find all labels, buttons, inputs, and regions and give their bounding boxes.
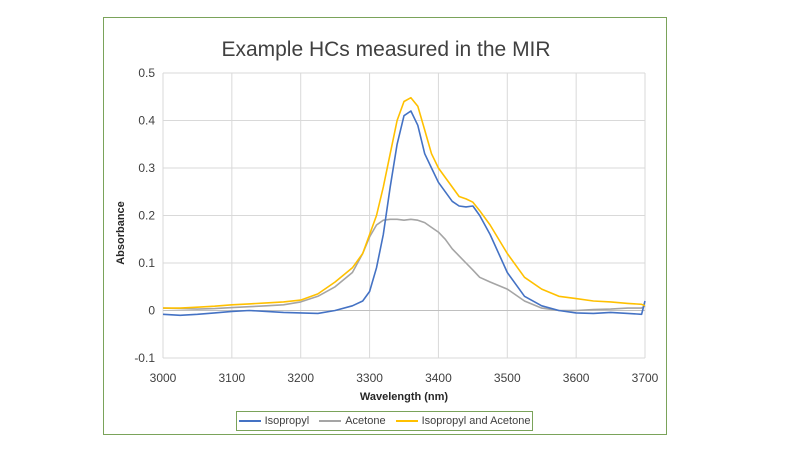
- y-tick-label: 0: [148, 304, 155, 318]
- chart-svg: Example HCs measured in the MIR -0.1 0 0.1…: [115, 38, 659, 403]
- series-line-acetone: [162, 218, 646, 312]
- x-axis-ticks: 3000 3100 3200 3300 3400 3500 3600 3700: [150, 371, 659, 385]
- y-tick-label: 0.5: [138, 66, 155, 80]
- x-axis-title: Wavelength (nm): [360, 391, 449, 403]
- x-tick-label: 3300: [356, 371, 383, 385]
- y-tick-label: 0.1: [138, 256, 155, 270]
- y-tick-label: 0.3: [138, 161, 155, 175]
- legend-item-acetone: Acetone: [319, 415, 386, 427]
- chart-title: Example HCs measured in the MIR: [221, 38, 550, 61]
- legend-item-isopropyl-and-acetone: Isopropyl and Acetone: [395, 415, 531, 427]
- series-line-isopropyl-and-acetone: [163, 96, 646, 309]
- y-axis-title: Absorbance: [115, 201, 127, 265]
- legend-label-isopropyl: Isopropyl: [264, 415, 310, 427]
- x-tick-label: 3000: [150, 371, 177, 385]
- series-lines: [162, 96, 646, 317]
- y-tick-label: 0.4: [138, 114, 155, 128]
- legend-item-isopropyl: Isopropyl: [238, 415, 310, 427]
- x-tick-label: 3100: [219, 371, 246, 385]
- x-tick-label: 3200: [287, 371, 314, 385]
- x-tick-label: 3700: [632, 371, 659, 385]
- x-tick-label: 3500: [494, 371, 521, 385]
- y-axis-ticks: -0.1 0 0.1 0.2 0.3 0.4 0.5: [134, 66, 155, 365]
- legend-swatch-acetone: [319, 420, 342, 422]
- y-tick-label: -0.1: [134, 351, 155, 365]
- legend-label-acetone: Acetone: [345, 415, 386, 427]
- chart-area: Example HCs measured in the MIR -0.1 0 0.1…: [103, 17, 667, 435]
- legend-swatch-isopropyl: [238, 420, 261, 422]
- legend: Isopropyl Acetone Isopropyl and Acetone: [236, 411, 533, 431]
- x-tick-label: 3600: [563, 371, 590, 385]
- legend-swatch-isopropyl-and-acetone: [395, 420, 418, 422]
- x-tick-label: 3400: [425, 371, 452, 385]
- legend-label-isopropyl-and-acetone: Isopropyl and Acetone: [421, 415, 531, 427]
- y-tick-label: 0.2: [138, 209, 155, 223]
- series-line-isopropyl: [162, 110, 646, 317]
